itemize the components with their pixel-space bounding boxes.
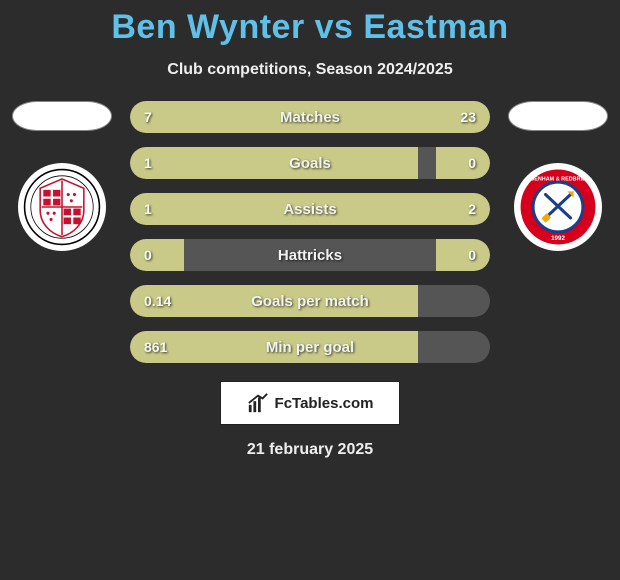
- woking-badge-icon: [23, 168, 101, 246]
- comparison-card: Ben Wynter vs Eastman Club competitions,…: [0, 0, 620, 580]
- stat-row: Assists12: [130, 193, 490, 225]
- right-country-flag: [508, 101, 608, 131]
- bar-fill-left: [130, 331, 418, 363]
- bar-fill-left: [130, 147, 418, 179]
- stat-row: Goals per match0.14: [130, 285, 490, 317]
- stat-row: Matches723: [130, 101, 490, 133]
- svg-text:DAGENHAM & REDBRIDGE: DAGENHAM & REDBRIDGE: [522, 176, 594, 182]
- dagenham-badge-icon: DAGENHAM & REDBRIDGE 1992: [519, 168, 597, 246]
- bar-fill-left: [130, 193, 249, 225]
- page-title: Ben Wynter vs Eastman: [0, 0, 620, 47]
- bar-fill-left: [130, 101, 213, 133]
- stat-row: Min per goal861: [130, 331, 490, 363]
- left-player-col: [12, 101, 112, 251]
- site-badge[interactable]: FcTables.com: [220, 381, 400, 425]
- subtitle: Club competitions, Season 2024/2025: [0, 61, 620, 79]
- date-line: 21 february 2025: [0, 441, 620, 459]
- site-name: FcTables.com: [275, 395, 374, 412]
- main-row: Matches723 Goals10 Assists12 Hattricks00 Goa…: [0, 101, 620, 363]
- badge-year: 1992: [551, 235, 565, 242]
- stat-bars: Matches723 Goals10 Assists12 Hattricks00 Goa…: [130, 101, 490, 363]
- stat-row: Hattricks00: [130, 239, 490, 271]
- bar-fill-right: [249, 193, 490, 225]
- bar-fill-left: [130, 239, 184, 271]
- right-club-badge: DAGENHAM & REDBRIDGE 1992: [514, 163, 602, 251]
- bar-fill-right: [436, 239, 490, 271]
- stat-row: Goals10: [130, 147, 490, 179]
- left-club-badge: [18, 163, 106, 251]
- left-country-flag: [12, 101, 112, 131]
- bar-fill-left: [130, 285, 418, 317]
- bar-fill-right: [436, 147, 490, 179]
- right-player-col: DAGENHAM & REDBRIDGE 1992: [508, 101, 608, 251]
- bar-fill-right: [213, 101, 490, 133]
- chart-icon: [247, 392, 269, 414]
